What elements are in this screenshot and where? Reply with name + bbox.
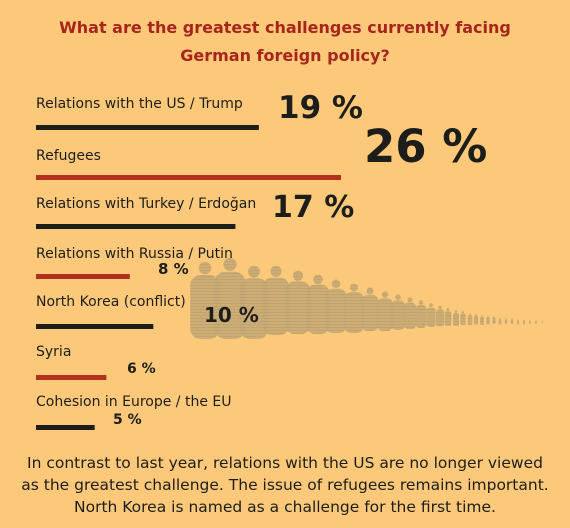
- category-label: North Korea (conflict): [36, 294, 186, 310]
- bar: [36, 425, 95, 430]
- chart-title-line-1: What are the greatest challenges current…: [59, 18, 511, 37]
- value-label: 5 %: [113, 412, 142, 428]
- chart-title-line-2: German foreign policy?: [180, 46, 390, 65]
- category-label: Refugees: [36, 148, 101, 164]
- category-label: Cohesion in Europe / the EU: [36, 394, 231, 410]
- value-label: 6 %: [127, 361, 156, 377]
- category-label: Syria: [36, 344, 71, 360]
- bar: [36, 375, 107, 380]
- category-label: Relations with Turkey / Erdoğan: [36, 196, 256, 212]
- bar: [36, 224, 236, 229]
- value-label: 19 %: [278, 90, 363, 126]
- value-label: 10 %: [204, 303, 259, 327]
- bar: [36, 324, 154, 329]
- bar: [36, 125, 259, 130]
- bar: [36, 274, 130, 279]
- category-label: Relations with Russia / Putin: [36, 246, 233, 262]
- value-label: 8 %: [158, 260, 189, 278]
- value-label: 17 %: [272, 190, 354, 225]
- footer-line-2: as the greatest challenge. The issue of …: [21, 476, 549, 494]
- value-label: 26 %: [364, 120, 487, 173]
- footer-line-3: North Korea is named as a challenge for …: [74, 498, 496, 516]
- footer-line-1: In contrast to last year, relations with…: [27, 454, 543, 472]
- chart-footer: In contrast to last year, relations with…: [0, 452, 570, 518]
- bar: [36, 175, 341, 180]
- category-label: Relations with the US / Trump: [36, 96, 243, 112]
